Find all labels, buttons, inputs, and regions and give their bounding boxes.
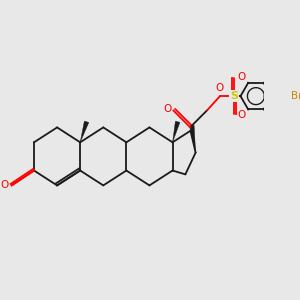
Text: O: O <box>164 104 172 114</box>
Polygon shape <box>190 125 196 153</box>
Text: O: O <box>237 72 245 82</box>
Text: O: O <box>237 110 245 120</box>
Text: O: O <box>216 83 224 93</box>
Text: O: O <box>0 180 9 190</box>
Polygon shape <box>80 121 89 142</box>
Text: Br: Br <box>290 91 300 101</box>
Text: S: S <box>230 91 238 101</box>
Polygon shape <box>172 121 180 142</box>
